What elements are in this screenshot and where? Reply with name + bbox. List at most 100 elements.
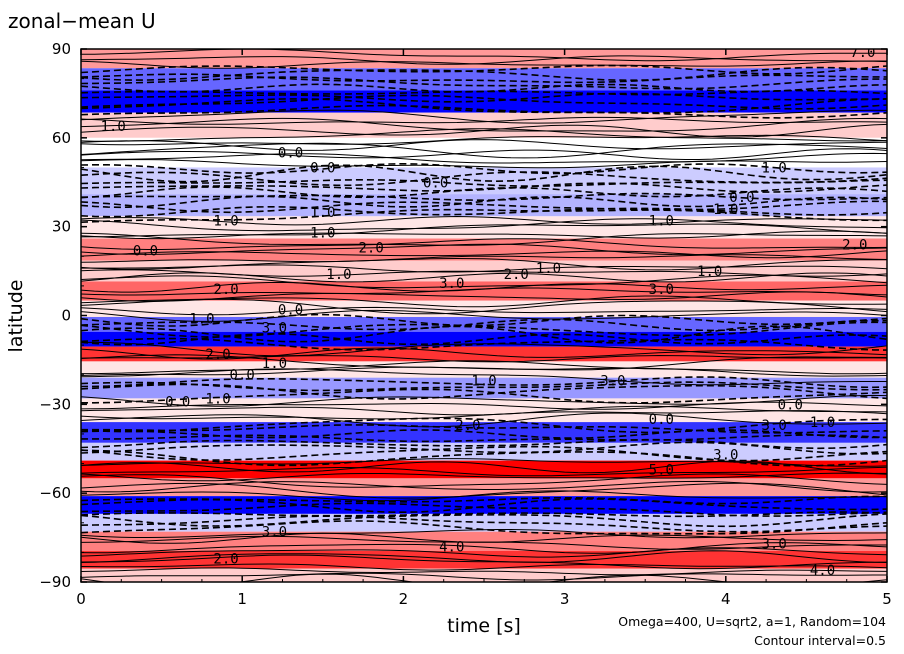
contour-line <box>81 64 887 75</box>
contour-line <box>81 482 887 499</box>
contour-line <box>81 325 887 344</box>
contour-label: 1.0 <box>713 202 738 218</box>
contour-line <box>81 223 887 238</box>
contour-line <box>81 472 887 482</box>
band--3 <box>81 316 887 332</box>
contour-line <box>81 535 887 550</box>
contour-label: 1.0 <box>762 160 787 176</box>
contour-line <box>81 208 887 223</box>
band--70 <box>81 513 887 532</box>
contour-label: 1.0 <box>189 311 214 327</box>
contour-line <box>81 60 887 69</box>
contour-line <box>81 466 887 477</box>
y-tick-label: 60 <box>52 129 71 147</box>
band--24 <box>81 377 887 399</box>
x-tick-label: 3 <box>560 590 570 608</box>
contour-line <box>81 341 887 357</box>
contour-label: 1.0 <box>262 356 287 372</box>
contour-label: 3.0 <box>439 276 464 292</box>
band-8 <box>81 281 887 301</box>
contour-line <box>81 178 887 187</box>
contour-label: 2.0 <box>455 418 480 434</box>
contour-line <box>81 142 887 159</box>
contour-labels: 1.00.00.00.01.01.01.00.0 2.01.02.0 3.02.0 1… <box>101 45 876 579</box>
contour-label: 0.0 <box>278 303 303 319</box>
contour-line <box>81 272 887 283</box>
contour-line <box>81 513 887 528</box>
contour-label: 0.0 <box>729 190 754 206</box>
contour-label: 5.0 <box>649 462 674 478</box>
contour-line <box>81 123 887 138</box>
contour-label: 7.0 <box>850 45 875 61</box>
contour-line <box>81 218 887 232</box>
contour-line <box>81 66 887 82</box>
contour-line <box>81 139 887 151</box>
contour-line <box>81 554 887 570</box>
band--58 <box>81 478 887 497</box>
y-axis-label: latitude <box>5 280 27 353</box>
contour-line <box>81 542 887 554</box>
contour-line <box>81 232 887 246</box>
contour-line <box>81 89 887 96</box>
contour-label: 1.0 <box>205 391 230 407</box>
contour-label: 3.0 <box>262 320 287 336</box>
contour-line <box>81 458 887 467</box>
contour-line <box>81 230 887 240</box>
band--18 <box>81 361 887 378</box>
contour-label: 2.0 <box>213 282 238 298</box>
contour-label: 0.0 <box>778 397 803 413</box>
band--88 <box>81 568 887 582</box>
contour-label: 1.0 <box>536 261 561 277</box>
x-tick-label: 0 <box>76 590 86 608</box>
contour-line <box>81 306 887 316</box>
contour-line <box>81 164 887 183</box>
contour-line <box>81 238 887 250</box>
contour-line <box>81 313 887 327</box>
y-tick-label: 30 <box>52 218 71 236</box>
band--13 <box>81 346 887 362</box>
band--64 <box>81 496 887 514</box>
contour-line <box>81 98 887 114</box>
contour-line <box>81 347 887 360</box>
contour-interval-note: Contour interval=0.5 <box>754 633 886 648</box>
y-tick-label: −90 <box>39 573 71 591</box>
band-72 <box>81 90 887 113</box>
contour-line <box>81 366 887 377</box>
band-65 <box>81 112 887 138</box>
contour-line <box>81 511 887 518</box>
run-parameters-note: Omega=400, U=sqrt2, a=1, Random=104 <box>618 614 886 629</box>
contour-line <box>81 73 887 84</box>
y-tick-label: 0 <box>61 307 71 325</box>
contour-line <box>81 116 887 125</box>
contour-line <box>81 192 887 202</box>
contour-line <box>81 424 887 434</box>
contour-label: 1.0 <box>326 267 351 283</box>
contour-label: 1.0 <box>310 205 335 221</box>
contour-line <box>81 55 887 65</box>
x-tick-label: 1 <box>237 590 247 608</box>
contour-label: 1.0 <box>213 214 238 230</box>
contour-label: 1.0 <box>101 119 126 135</box>
contour-line <box>81 520 887 535</box>
contour-label: 3.0 <box>762 537 787 553</box>
contour-line <box>81 473 887 488</box>
contour-line <box>81 417 887 434</box>
contour-line <box>81 205 887 218</box>
x-tick-label: 2 <box>399 590 409 608</box>
contour-line <box>81 287 887 296</box>
contour-line <box>81 383 887 400</box>
y-axis: 90 60 30 0 −30 −60 −90 <box>39 40 887 591</box>
contour-line <box>81 412 887 428</box>
contour-label: 2.0 <box>504 267 529 283</box>
contour-line <box>81 92 887 103</box>
contour-line <box>81 195 887 209</box>
contour-label: 0.0 <box>649 412 674 428</box>
contour-label: 0.0 <box>230 368 255 384</box>
contour-label: 0.0 <box>133 243 158 259</box>
x-axis-label: time [s] <box>447 615 521 637</box>
contour-label: 2.0 <box>359 240 384 256</box>
contour-line <box>81 490 887 502</box>
contour-label: 1.0 <box>697 264 722 280</box>
plot-area: 1.00.00.00.01.01.01.00.0 2.01.02.0 3.02.0 1… <box>81 45 887 582</box>
contour-label: 3.0 <box>649 282 674 298</box>
